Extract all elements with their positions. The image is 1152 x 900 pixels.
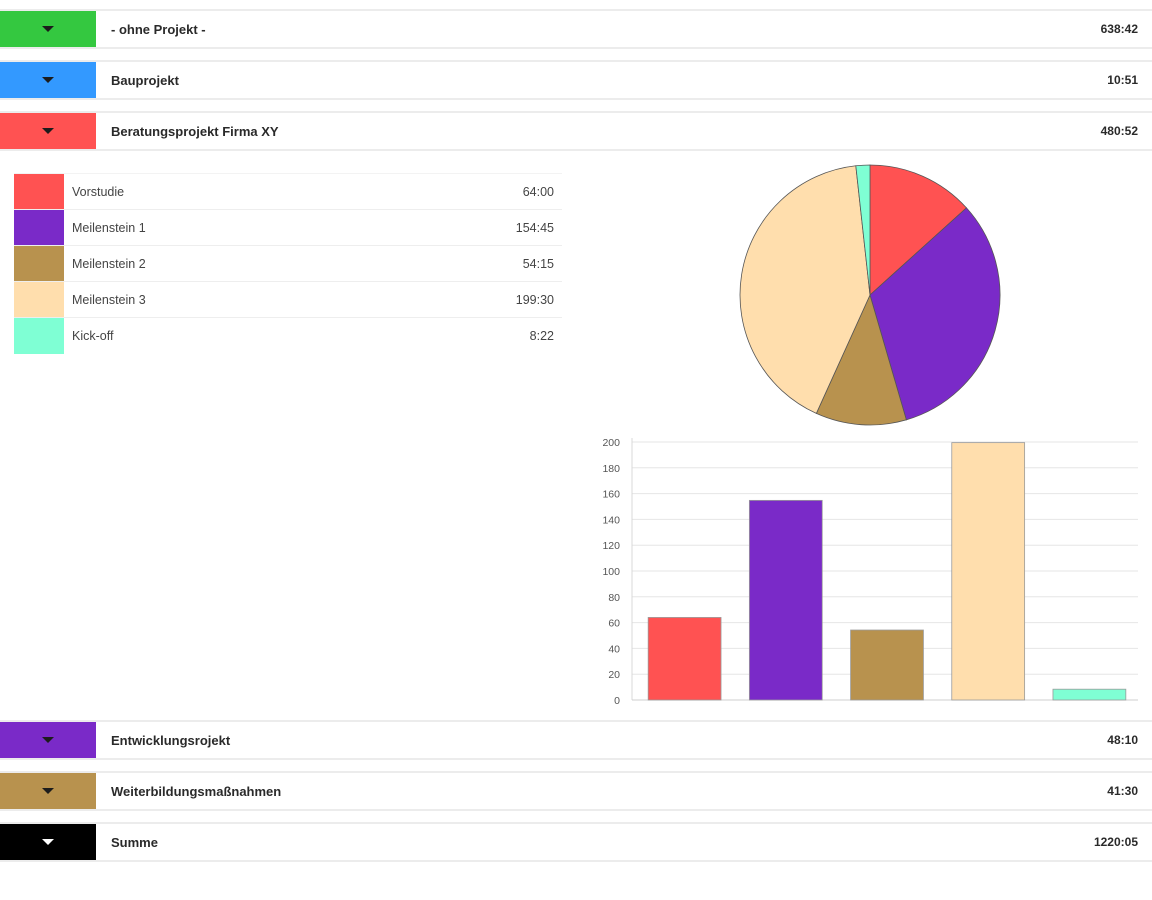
project-total: 41:30 <box>1107 784 1138 798</box>
milestone-name: Meilenstein 3 <box>72 293 146 307</box>
project-name: Beratungsprojekt Firma XY <box>111 123 279 139</box>
project-total: 638:42 <box>1100 22 1138 36</box>
milestone-row: Vorstudie 64:00 <box>14 173 562 210</box>
summary-row[interactable]: Summe 1220:05 <box>0 822 1152 862</box>
chevron-down-icon <box>42 839 54 845</box>
project-row-entwicklungsrojekt[interactable]: Entwicklungsrojekt 48:10 <box>0 720 1152 760</box>
y-tick-label: 180 <box>602 463 620 475</box>
project-name: Weiterbildungsmaßnahmen <box>111 783 282 799</box>
pie-chart <box>739 164 1001 426</box>
milestone-color-swatch <box>14 282 64 318</box>
milestone-time: 64:00 <box>522 185 554 199</box>
milestone-time: 154:45 <box>515 221 554 235</box>
milestone-color-swatch <box>14 318 64 354</box>
expand-toggle-bauprojekt[interactable] <box>0 62 96 98</box>
pie-slice-meilenstein-1 <box>869 207 1001 421</box>
project-row-ohne-projekt[interactable]: - ohne Projekt - 638:42 <box>0 9 1152 49</box>
bar-meilenstein-3 <box>951 442 1026 701</box>
milestone-row: Meilenstein 1 154:45 <box>14 209 562 246</box>
project-name: Bauprojekt <box>111 72 179 88</box>
project-row-bauprojekt[interactable]: Bauprojekt 10:51 <box>0 60 1152 100</box>
milestone-time: 8:22 <box>529 329 554 343</box>
y-tick-label: 200 <box>602 437 620 449</box>
project-name: - ohne Projekt - <box>111 21 206 37</box>
chevron-down-icon <box>42 737 54 743</box>
project-total: 10:51 <box>1107 73 1138 87</box>
expand-toggle-ohne-projekt[interactable] <box>0 11 96 47</box>
chevron-down-icon <box>42 788 54 794</box>
milestone-row: Meilenstein 3 199:30 <box>14 281 562 318</box>
milestone-color-swatch <box>14 174 64 210</box>
milestone-row: Meilenstein 2 54:15 <box>14 245 562 282</box>
bar-vorstudie <box>647 617 722 701</box>
project-name: Entwicklungsrojekt <box>111 732 231 748</box>
expand-toggle-beratungsprojekt[interactable] <box>0 113 96 149</box>
chevron-down-icon <box>42 128 54 134</box>
pie-slice-meilenstein-3 <box>739 165 871 414</box>
summary-name: Summe <box>111 834 158 850</box>
y-tick-label: 140 <box>602 514 620 526</box>
bar-meilenstein-1 <box>748 499 823 701</box>
bar-kick-off <box>1052 688 1127 701</box>
project-row-beratungsprojekt[interactable]: Beratungsprojekt Firma XY 480:52 <box>0 111 1152 151</box>
y-tick-label: 20 <box>608 669 620 681</box>
chevron-down-icon <box>42 77 54 83</box>
milestone-color-swatch <box>14 210 64 246</box>
y-tick-label: 120 <box>602 540 620 552</box>
expand-toggle-summe[interactable] <box>0 824 96 860</box>
y-tick-label: 100 <box>602 566 620 578</box>
bar-chart: 0 20 40 60 80 100 120 140 160 180 200 <box>602 437 1138 707</box>
milestone-name: Meilenstein 1 <box>72 221 146 235</box>
pie-slice-vorstudie <box>869 164 968 296</box>
y-tick-label: 0 <box>614 695 620 707</box>
milestone-time: 54:15 <box>522 257 554 271</box>
milestone-table: Vorstudie 64:00 Meilenstein 1 154:45 Mei… <box>14 173 562 354</box>
y-tick-label: 80 <box>608 592 620 604</box>
summary-total: 1220:05 <box>1093 835 1138 849</box>
chevron-down-icon <box>42 26 54 32</box>
expand-toggle-weiterbildung[interactable] <box>0 773 96 809</box>
pie-slice-meilenstein-2 <box>815 293 907 426</box>
project-row-weiterbildung[interactable]: Weiterbildungsmaßnahmen 41:30 <box>0 771 1152 811</box>
milestone-name: Meilenstein 2 <box>72 257 146 271</box>
y-tick-label: 60 <box>608 618 620 630</box>
expand-toggle-entwicklungsrojekt[interactable] <box>0 722 96 758</box>
pie-slice-kick-off <box>855 164 871 296</box>
milestone-name: Kick-off <box>72 329 114 343</box>
project-total: 480:52 <box>1100 124 1138 138</box>
milestone-color-swatch <box>14 246 64 282</box>
y-tick-label: 160 <box>602 489 620 501</box>
project-total: 48:10 <box>1107 733 1138 747</box>
milestone-name: Vorstudie <box>72 185 125 199</box>
bar-meilenstein-2 <box>850 629 924 701</box>
milestone-time: 199:30 <box>515 293 554 307</box>
milestone-row: Kick-off 8:22 <box>14 317 562 354</box>
y-tick-label: 40 <box>608 643 620 655</box>
